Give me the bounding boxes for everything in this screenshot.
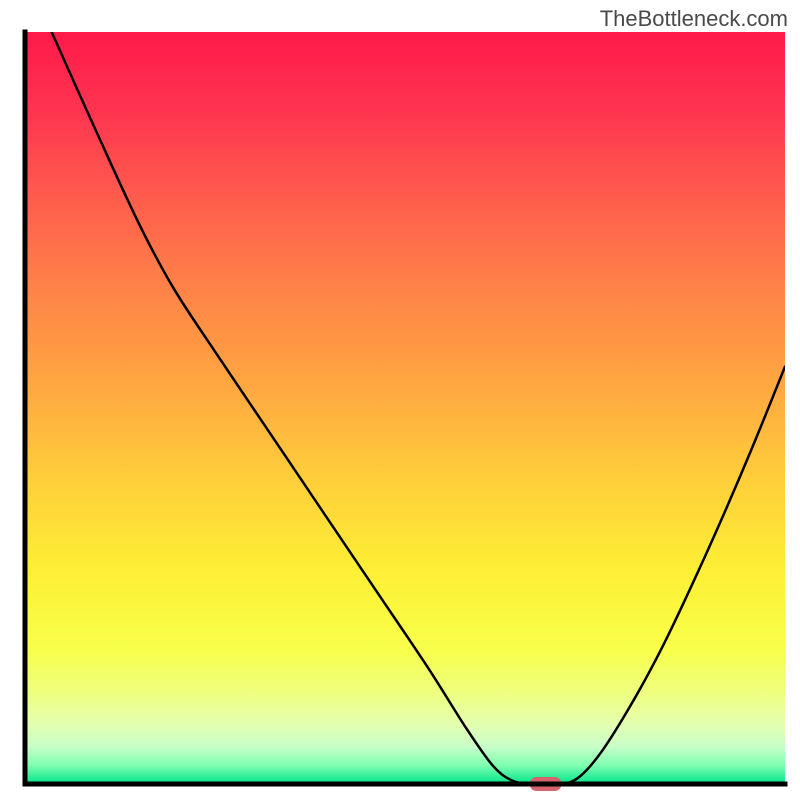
chart-container: TheBottleneck.com xyxy=(0,0,800,800)
gradient-background xyxy=(25,32,785,784)
watermark-text: TheBottleneck.com xyxy=(600,6,788,32)
bottleneck-chart xyxy=(0,0,800,800)
